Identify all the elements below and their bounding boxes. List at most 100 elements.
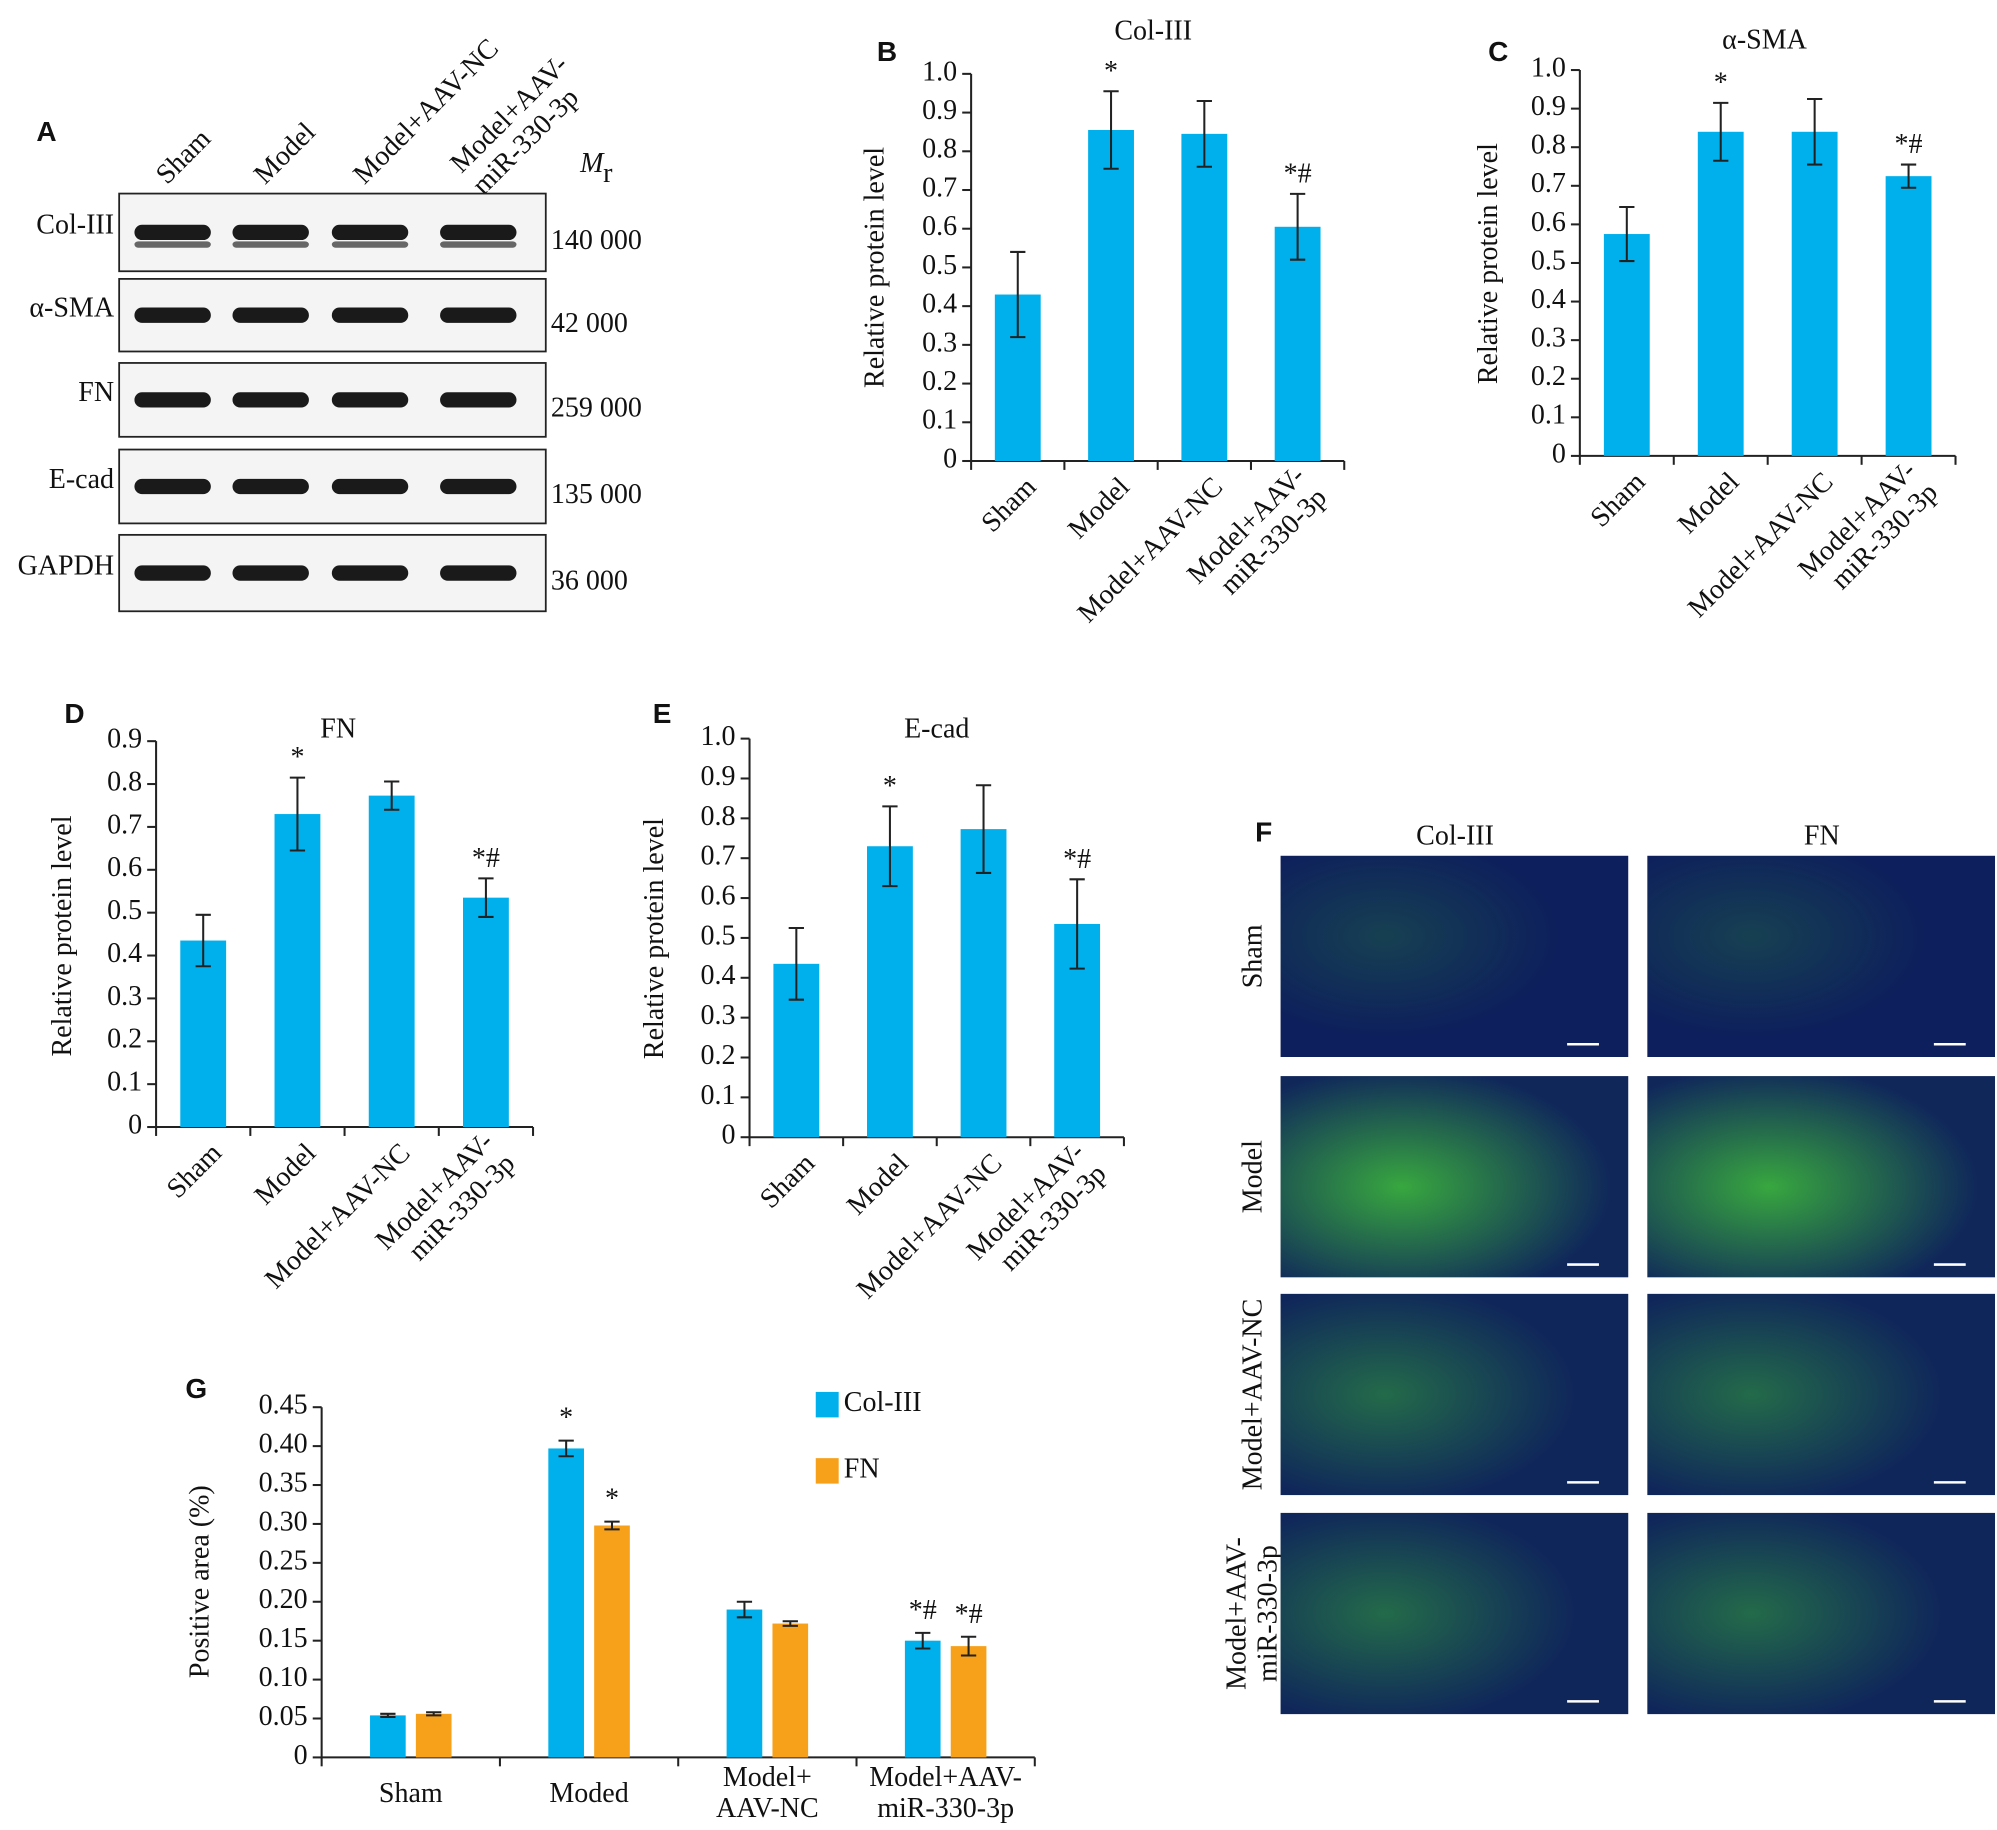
blot-band (232, 241, 309, 248)
error-bar (1713, 101, 1729, 162)
bar (368, 795, 415, 1128)
annotation: * (1104, 56, 1118, 87)
y-tick-label: 0.15 (259, 1623, 308, 1654)
bar (772, 1623, 809, 1758)
error-bar (1010, 250, 1026, 339)
y-tick-label: 0.9 (1531, 91, 1566, 122)
error-bar (1289, 192, 1306, 261)
blot-band (331, 241, 409, 248)
blot-band (331, 307, 409, 323)
y-tick-label: 0.45 (259, 1390, 308, 1421)
bar (1603, 234, 1650, 456)
chart-title: Col-III (1114, 16, 1192, 47)
y-tick-label: 0 (1552, 438, 1566, 469)
blot-band (232, 565, 309, 581)
x-tick-label: Sham (1585, 466, 1652, 533)
y-tick-label: 0.2 (1531, 361, 1566, 392)
y-tick-label: 0.7 (1531, 168, 1566, 199)
error-bar (478, 877, 494, 918)
bar (1697, 131, 1744, 456)
y-axis-label: Relative protein level (859, 147, 890, 388)
error-bar (289, 776, 306, 852)
y-tick-label: 0.4 (922, 289, 957, 320)
blot-band (232, 307, 309, 323)
panel-label: F (1255, 817, 1272, 848)
error-bar (1069, 878, 1085, 970)
y-axis-label: Relative protein level (47, 815, 78, 1056)
blot-band (134, 565, 211, 581)
annotation: *# (909, 1595, 937, 1626)
micrograph-stain (1280, 1293, 1629, 1496)
error-bar (1103, 90, 1119, 170)
y-tick-label: 0.2 (107, 1024, 142, 1055)
protein-label: E-cad (49, 464, 114, 495)
mr-value: 140 000 (551, 225, 642, 256)
bar (1274, 226, 1321, 462)
blot-band (232, 478, 309, 495)
y-tick-label: 0.1 (922, 405, 957, 436)
mr-label: M (579, 148, 605, 179)
y-tick-label: 0.25 (259, 1545, 308, 1576)
protein-label: GAPDH (18, 550, 114, 581)
y-tick-label: 0 (943, 443, 957, 474)
blot-band (440, 307, 517, 323)
annotation: *# (955, 1599, 983, 1630)
y-tick-label: 0.4 (1531, 284, 1566, 315)
blot-band (331, 392, 409, 408)
row-label: Model+AAV-NC (1238, 1299, 1269, 1491)
lane-label: Model (248, 117, 322, 191)
mr-value: 135 000 (551, 479, 642, 510)
legend-label: Col-III (844, 1387, 922, 1418)
bar (1088, 129, 1134, 462)
y-axis-label: Positive area (%) (184, 1485, 215, 1678)
y-tick-label: 0.3 (922, 327, 957, 358)
micrograph-stain (1647, 1076, 1996, 1278)
y-axis-label: Relative protein level (1473, 143, 1504, 384)
y-axis-label: Relative protein level (639, 818, 670, 1059)
bar (370, 1715, 406, 1758)
mr-subscript: r (603, 158, 613, 189)
y-tick-label: 0.8 (922, 134, 957, 165)
x-tick-label: Model (841, 1148, 915, 1222)
annotation: *# (1895, 129, 1923, 160)
panel-label: E (653, 698, 672, 729)
y-tick-label: 0.9 (922, 95, 957, 126)
x-tick-label: Model+AAV-miR-330-3p (869, 1763, 1022, 1825)
y-tick-label: 0.35 (259, 1467, 308, 1498)
annotation: * (605, 1484, 619, 1515)
annotation: * (559, 1403, 573, 1434)
blot-band (440, 565, 517, 581)
annotation: *# (1284, 158, 1312, 189)
micrograph-stain (1647, 1293, 1996, 1496)
column-label: Col-III (1416, 820, 1494, 851)
blot-band (134, 478, 211, 495)
blot-band (331, 224, 409, 241)
y-tick-label: 0.10 (259, 1662, 308, 1693)
panel-label: B (877, 36, 897, 67)
error-bar (558, 1439, 574, 1458)
y-tick-label: 0.2 (922, 366, 957, 397)
protein-label: Col-III (36, 210, 114, 241)
y-tick-label: 0.6 (701, 880, 736, 911)
bar (548, 1448, 584, 1758)
y-tick-label: 0.8 (701, 801, 736, 832)
error-bar (736, 1600, 753, 1619)
y-tick-label: 0 (128, 1109, 142, 1140)
x-tick-label: Model (249, 1137, 323, 1211)
y-tick-label: 0.2 (701, 1040, 736, 1071)
x-tick-label: Model (1062, 471, 1136, 545)
mr-value: 42 000 (551, 308, 628, 339)
blot-band (232, 392, 309, 408)
y-tick-label: 0.5 (1531, 245, 1566, 276)
bar (462, 897, 509, 1128)
y-tick-label: 0.3 (107, 981, 142, 1012)
y-tick-label: 0.6 (107, 852, 142, 883)
bar (415, 1713, 452, 1758)
bar (1791, 131, 1838, 456)
column-label: FN (1804, 820, 1840, 851)
blot-band (134, 241, 211, 248)
x-tick-label: Moded (549, 1778, 628, 1809)
error-bar (384, 780, 400, 811)
y-tick-label: 0.1 (1531, 400, 1566, 431)
